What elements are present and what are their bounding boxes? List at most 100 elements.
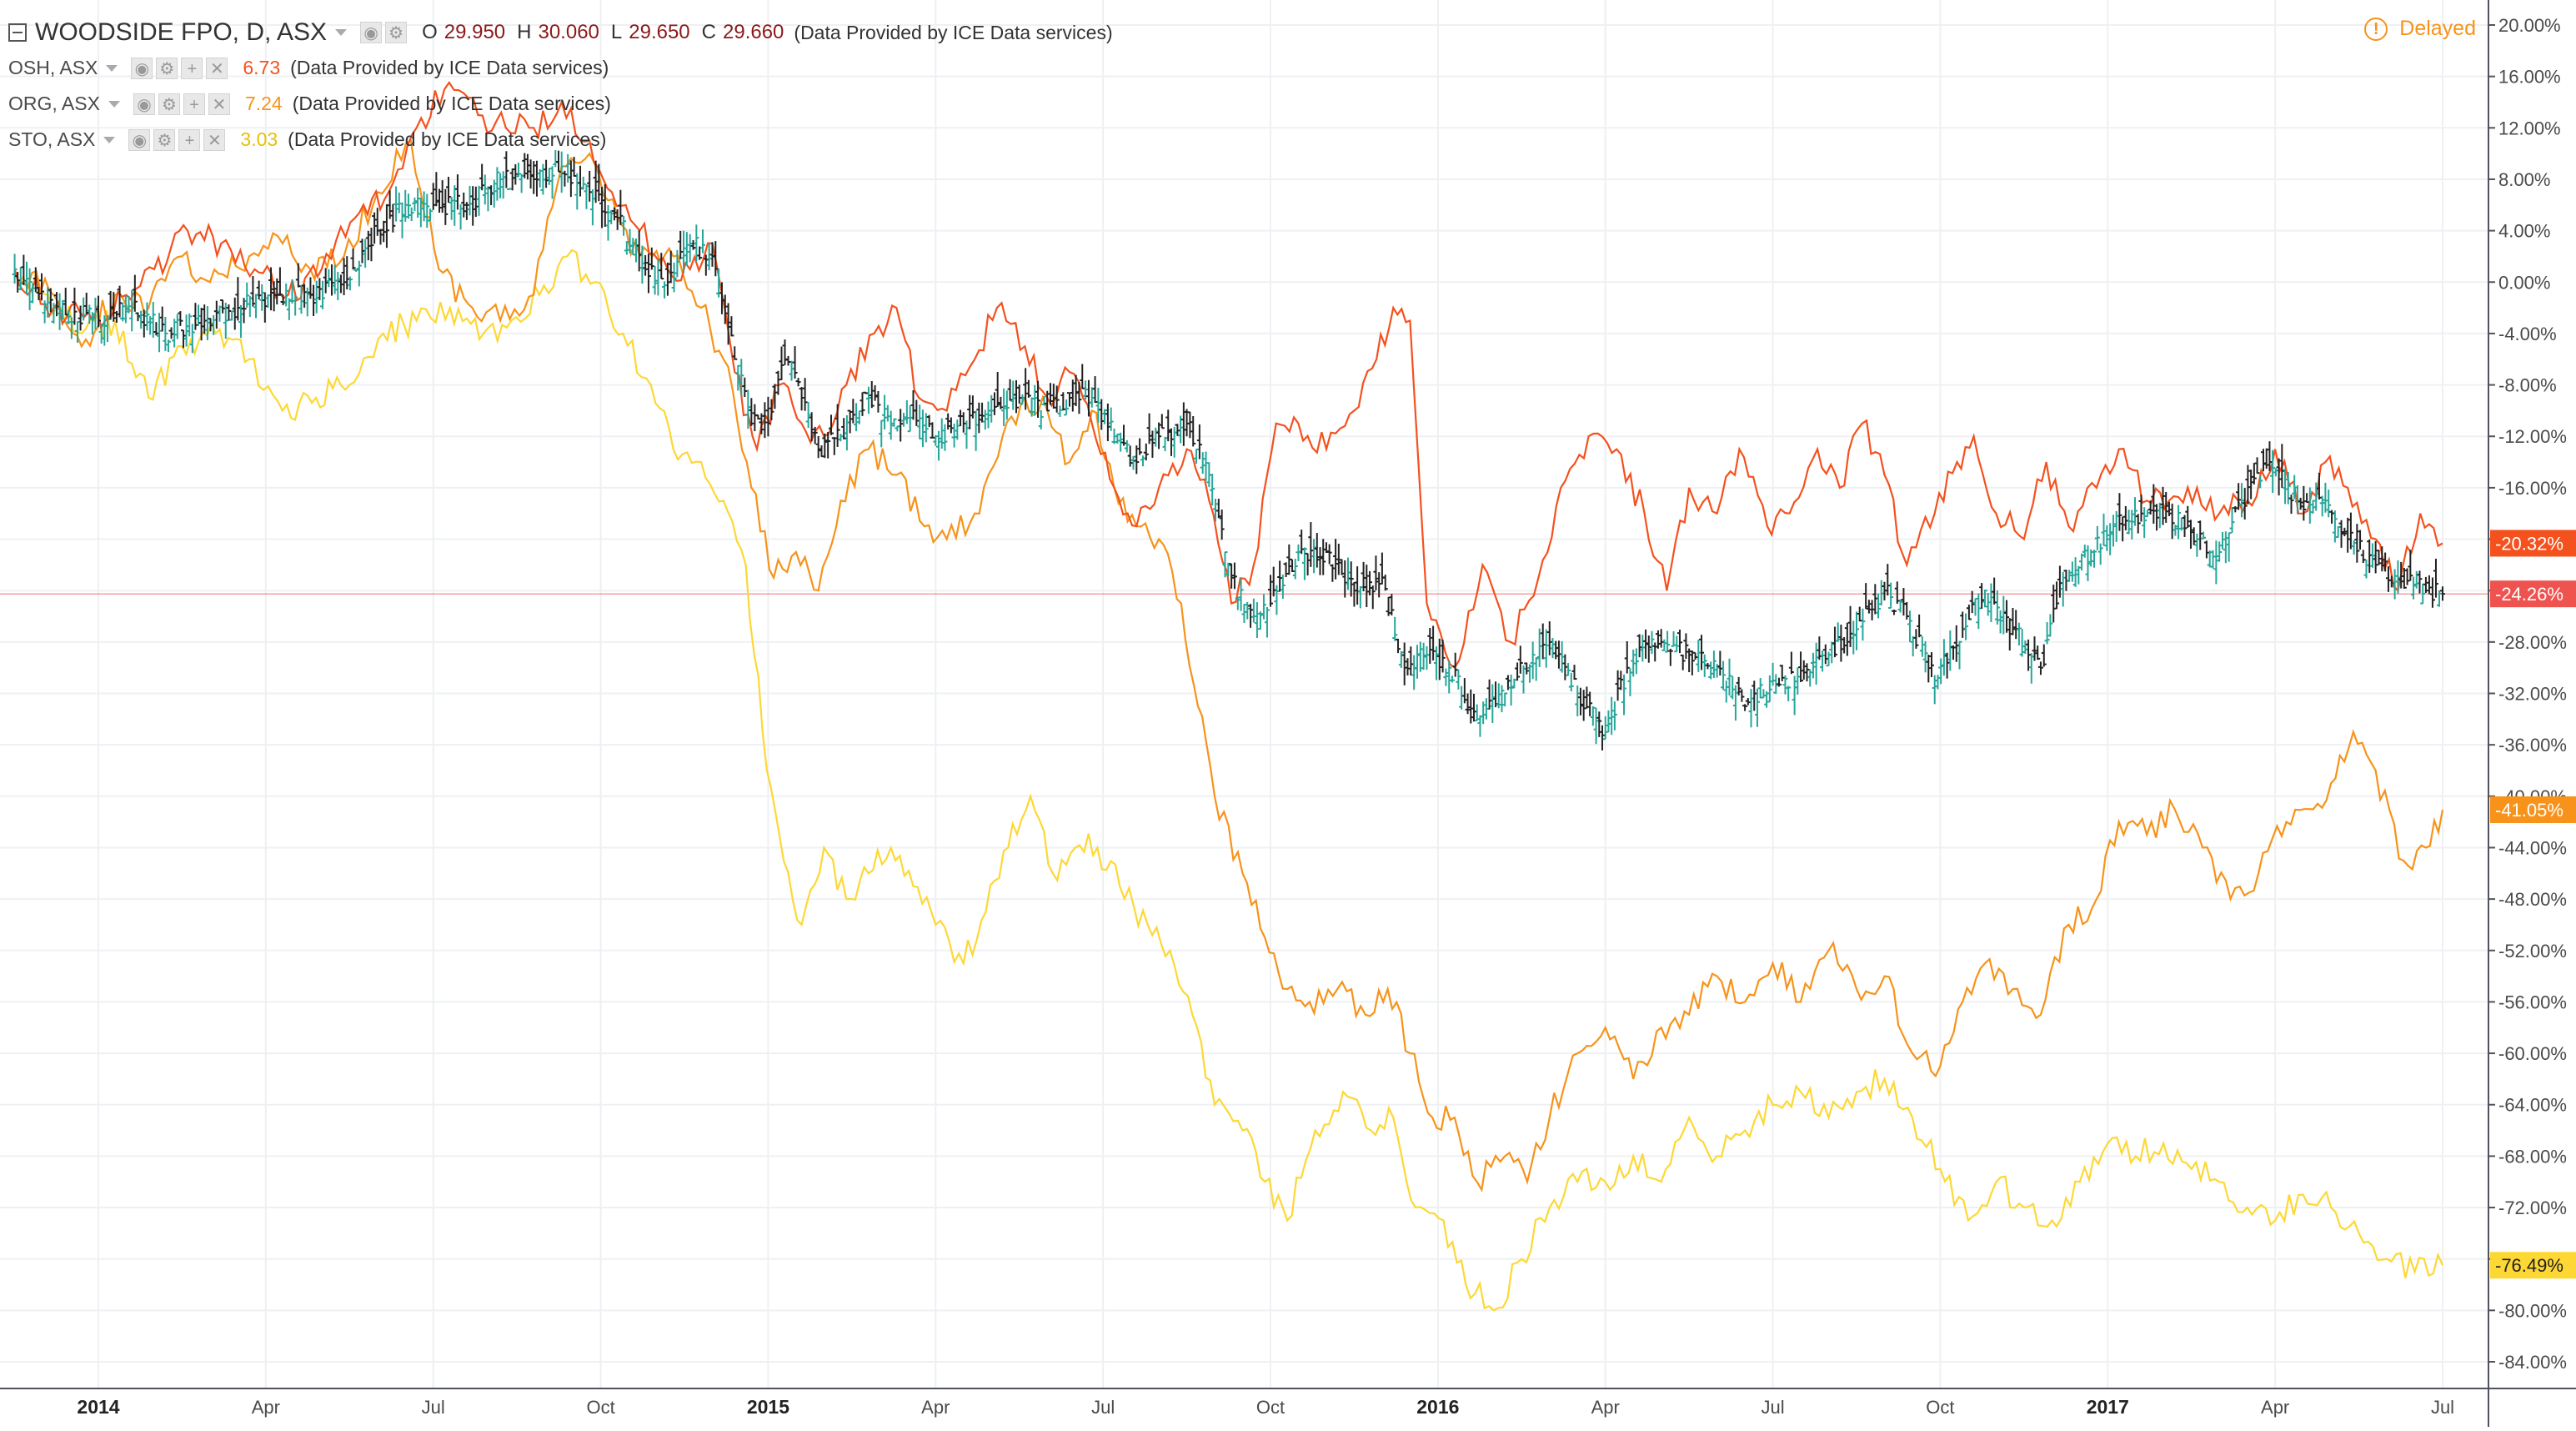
y-tick-label: -8.00% <box>2498 375 2557 396</box>
ohlc-bar <box>479 163 485 191</box>
ohlc-bar <box>1336 543 1341 575</box>
ohlc-bar <box>1511 678 1517 689</box>
ohlc-bar <box>1992 577 1997 605</box>
ohlc-bar <box>970 395 975 419</box>
ohlc-bar <box>2082 545 2087 558</box>
plus-icon[interactable]: + <box>178 128 201 151</box>
ohlc-bar <box>618 189 624 225</box>
ohlc-bar <box>684 232 689 266</box>
series-line-org[interactable] <box>13 139 2444 1192</box>
ohlc-bar <box>1689 650 1695 675</box>
ohlc-bar <box>1646 635 1651 663</box>
ohlc-bar <box>1530 641 1536 680</box>
chevron-down-icon[interactable] <box>103 136 116 143</box>
legend-symbol[interactable]: STO, ASX <box>8 128 96 150</box>
ohlc-bar <box>1396 638 1401 654</box>
ohlc-bar <box>825 432 831 459</box>
grid <box>0 0 2488 1388</box>
chevron-down-icon[interactable] <box>106 64 118 72</box>
ohlc-bar <box>2107 523 2113 555</box>
ohlc-bar <box>2223 531 2228 564</box>
ohlc-bar <box>66 310 72 324</box>
ohlc-bar <box>198 308 204 341</box>
eye-icon[interactable]: ◉ <box>133 93 155 115</box>
plus-icon[interactable]: + <box>183 93 205 115</box>
close-icon[interactable]: ✕ <box>203 128 226 151</box>
ohlc-bar <box>1121 424 1127 446</box>
ohlc-bar <box>1957 640 1962 670</box>
legend-symbol[interactable]: ORG, ASX <box>8 93 100 114</box>
ohlc-bar <box>2126 510 2132 535</box>
ohlc-bar <box>202 304 208 334</box>
ohlc-bar <box>445 177 451 203</box>
ohlc-bar <box>1490 684 1496 723</box>
ohlc-bar <box>244 282 250 308</box>
ohlc-bar <box>838 434 844 442</box>
ohlc-bar <box>1553 640 1559 660</box>
legend-note: (Data Provided by ICE Data services) <box>292 93 611 114</box>
gear-icon[interactable]: ⚙ <box>156 57 178 79</box>
ohlc-bar <box>2067 570 2072 582</box>
ohlc-bar <box>1508 674 1514 706</box>
ohlc-bar <box>1229 563 1235 589</box>
ohlc-bar <box>1505 675 1511 690</box>
ohlc-bar <box>982 409 988 430</box>
ohlc-bar <box>735 364 741 391</box>
ohlc-bar <box>1640 635 1646 662</box>
ohlc-bar <box>1032 384 1038 416</box>
ohlc-bar <box>1060 392 1066 411</box>
ohlc-bar <box>1876 593 1882 619</box>
eye-icon[interactable]: ◉ <box>131 57 153 79</box>
collapse-legend-button[interactable] <box>8 23 27 42</box>
plus-icon[interactable]: + <box>181 57 203 79</box>
ohlc-bar <box>1095 387 1101 423</box>
ohlc-bar <box>854 403 860 432</box>
ohlc-bar <box>1804 663 1810 682</box>
ohlc-bar <box>458 203 464 230</box>
ohlc-series-woodside[interactable] <box>12 150 2445 751</box>
eye-icon[interactable]: ◉ <box>128 128 151 151</box>
ohlc-bar <box>729 316 734 337</box>
ohlc-bar <box>1099 399 1105 430</box>
close-icon[interactable]: ✕ <box>208 93 230 115</box>
ohlc-bar <box>2154 504 2160 531</box>
ohlc-bar <box>399 202 405 238</box>
ohlc-bar <box>636 230 642 272</box>
ohlc-bar <box>534 160 539 197</box>
ohlc-bar <box>1621 674 1627 716</box>
ohlc-bar <box>1838 625 1844 662</box>
ohlc-bar <box>1203 451 1209 481</box>
gear-icon[interactable]: ⚙ <box>158 93 180 115</box>
ohlc-bar <box>1575 685 1581 717</box>
series-line-sto[interactable] <box>13 249 2444 1312</box>
ohlc-bar <box>1370 585 1376 610</box>
ohlc-bar <box>1398 650 1404 668</box>
ohlc-bar <box>2207 550 2213 568</box>
main-symbol-title[interactable]: WOODSIDE FPO, D, ASX <box>35 18 328 46</box>
gear-icon[interactable]: ⚙ <box>153 128 176 151</box>
ohlc-bar <box>1168 428 1174 456</box>
eye-icon[interactable]: ◉ <box>360 22 383 43</box>
ohlc-bar <box>844 414 849 451</box>
ohlc-bar <box>1559 640 1565 673</box>
y-tick-label: 16.00% <box>2498 67 2561 88</box>
legend-symbol[interactable]: OSH, ASX <box>8 57 98 78</box>
ohlc-bar <box>2173 525 2178 536</box>
ohlc-bar <box>546 168 552 185</box>
ohlc-bar <box>1953 625 1959 662</box>
close-icon[interactable]: ✕ <box>206 57 228 79</box>
ohlc-bar <box>368 228 374 262</box>
ohlc-bar <box>2028 653 2034 684</box>
ohlc-bar <box>1016 384 1022 404</box>
series-line-osh[interactable] <box>13 81 2443 670</box>
gear-icon[interactable]: ⚙ <box>385 22 408 43</box>
ohlc-bar <box>2217 541 2223 562</box>
chevron-down-icon[interactable] <box>108 100 120 108</box>
chevron-down-icon[interactable] <box>335 29 348 36</box>
ohlc-bar <box>690 239 696 250</box>
ohlc-bar <box>2135 514 2141 534</box>
ohlc-bar <box>302 284 308 308</box>
delayed-indicator[interactable]: ! Delayed <box>2364 17 2476 41</box>
